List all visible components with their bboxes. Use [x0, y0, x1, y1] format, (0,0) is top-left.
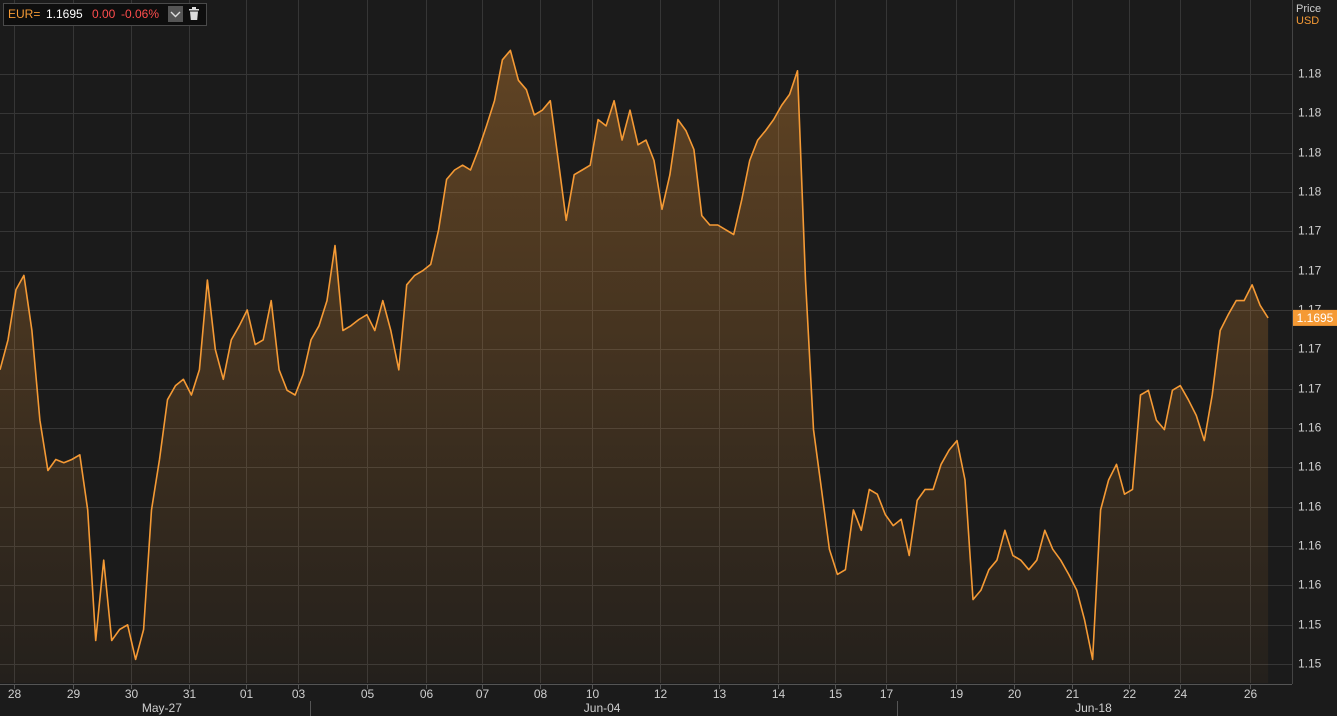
x-tick-label: 05	[361, 687, 375, 701]
change-percent: -0.06%	[121, 7, 159, 21]
delete-button[interactable]	[189, 7, 199, 20]
y-axis-title: Price	[1296, 3, 1321, 15]
x-tick-label: 13	[713, 687, 727, 701]
last-price: 1.1695	[46, 7, 83, 21]
x-tick-label: 24	[1174, 687, 1188, 701]
x-tick-label: 29	[67, 687, 81, 701]
y-tick-label: 1.15	[1298, 657, 1322, 671]
x-tick-label: 08	[534, 687, 548, 701]
y-tick-label: 1.16	[1298, 421, 1322, 435]
x-tick-label: 21	[1066, 687, 1080, 701]
y-axis-unit: USD	[1296, 15, 1319, 27]
x-tick-label: 14	[772, 687, 786, 701]
trash-handle	[192, 7, 196, 9]
x-tick-label: 19	[950, 687, 964, 701]
y-tick-label: 1.18	[1298, 67, 1322, 81]
x-period-label: Jun-04	[584, 701, 621, 715]
y-tick-label: 1.18	[1298, 146, 1322, 160]
x-tick-label: 07	[476, 687, 490, 701]
trash-body	[190, 11, 198, 20]
y-tick-label: 1.18	[1298, 185, 1322, 199]
x-tick-label: 17	[880, 687, 894, 701]
dropdown-icon	[170, 11, 181, 18]
x-tick-label: 06	[420, 687, 434, 701]
x-tick-label: 31	[183, 687, 197, 701]
price-line	[0, 49, 1269, 661]
y-tick-label: 1.18	[1298, 106, 1322, 120]
dropdown-button[interactable]	[168, 6, 183, 22]
y-tick-label: 1.16	[1298, 500, 1322, 514]
quote-box-frame	[3, 3, 207, 26]
y-tick-label: 1.17	[1298, 264, 1322, 278]
change: 0.00	[92, 7, 116, 21]
x-tick-label: 26	[1244, 687, 1258, 701]
y-tick-label: 1.17	[1298, 342, 1322, 356]
y-tick-label: 1.16	[1298, 539, 1322, 553]
y-tick-label: 1.17	[1298, 224, 1322, 238]
y-tick-label: 1.15	[1298, 618, 1322, 632]
last-price-label: 1.1695	[1297, 311, 1334, 325]
x-tick-label: 10	[586, 687, 600, 701]
x-tick-label: 30	[125, 687, 139, 701]
x-tick-label: 22	[1123, 687, 1137, 701]
y-tick-label: 1.16	[1298, 578, 1322, 592]
x-tick-label: 03	[292, 687, 306, 701]
x-tick-label: 28	[8, 687, 22, 701]
x-tick-label: 01	[240, 687, 254, 701]
x-tick-label: 15	[829, 687, 843, 701]
y-tick-label: 1.16	[1298, 460, 1322, 474]
x-tick-label: 20	[1008, 687, 1022, 701]
last-price-tag	[1293, 309, 1337, 326]
price-area	[0, 50, 1269, 683]
symbol: EUR=	[8, 7, 40, 21]
y-tick-label: 1.17	[1298, 382, 1322, 396]
x-period-label: Jun-18	[1075, 701, 1112, 715]
trash-lid	[189, 9, 199, 11]
x-tick-label: 12	[654, 687, 668, 701]
x-period-label: May-27	[142, 701, 182, 715]
quote-box: EUR= 1.1695 0.00 -0.06%	[3, 3, 207, 26]
